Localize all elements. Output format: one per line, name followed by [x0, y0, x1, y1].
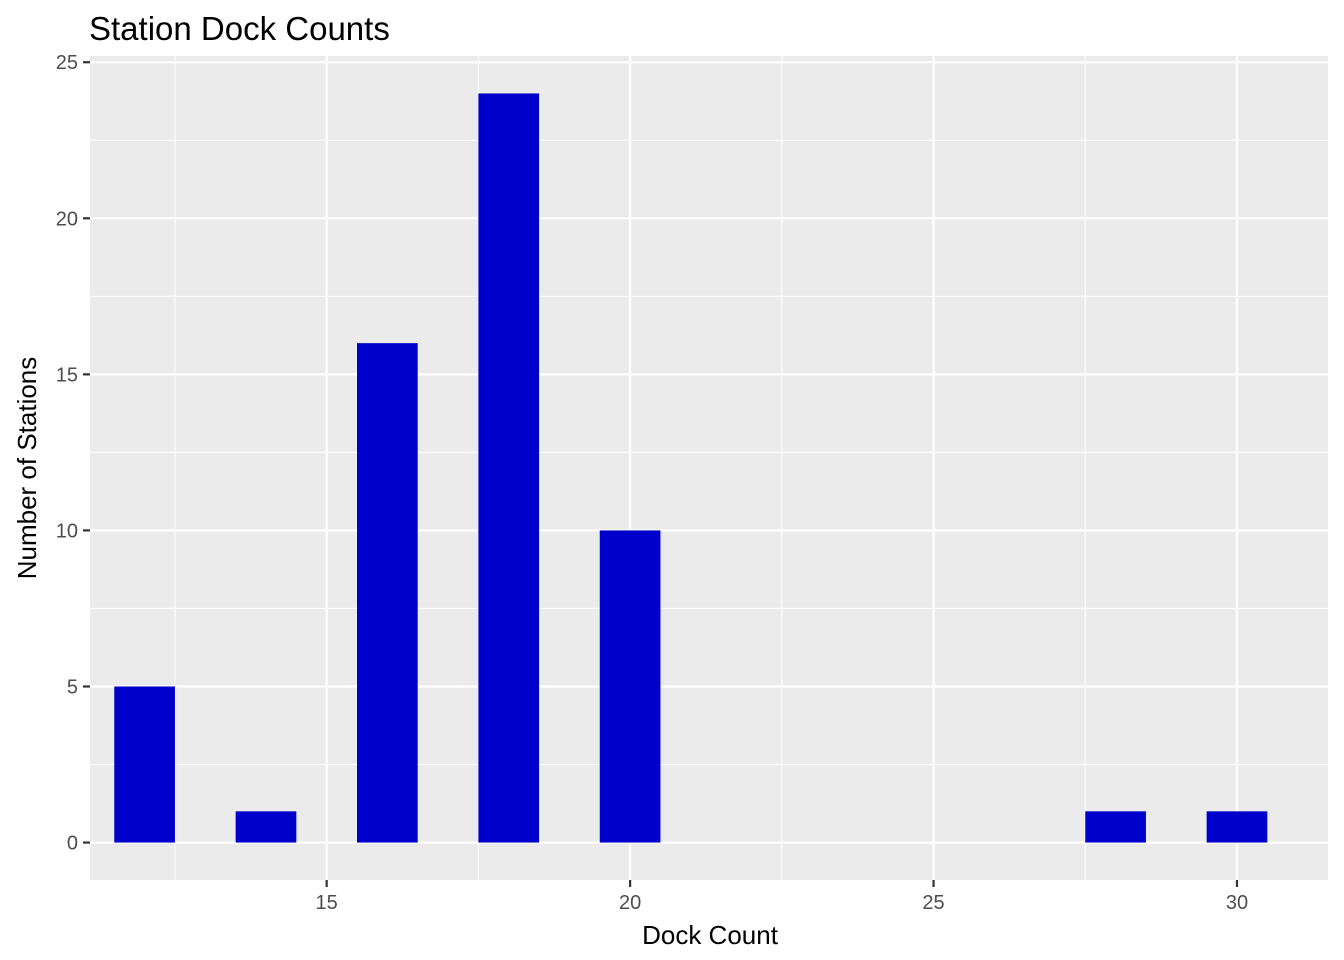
bar-14 [235, 811, 297, 843]
y-axis: 0 5 10 15 20 25 [56, 52, 90, 855]
y-tick-label: 20 [56, 208, 78, 230]
x-tick-label: 30 [1226, 892, 1248, 914]
x-axis: 15 20 25 30 [316, 880, 1248, 914]
bar-16 [357, 343, 418, 843]
bar-12 [114, 686, 175, 843]
y-tick-label: 5 [67, 676, 78, 698]
y-axis-label: Number of Stations [12, 357, 42, 580]
y-tick-label: 10 [56, 520, 78, 542]
x-tick-label: 20 [619, 892, 641, 914]
y-tick-label: 0 [67, 833, 78, 855]
chart-title: Station Dock Counts [89, 10, 390, 47]
bar-28 [1085, 811, 1146, 843]
bar-30 [1206, 811, 1268, 843]
x-tick-label: 25 [922, 892, 944, 914]
plot-panel [90, 56, 1328, 880]
x-tick-label: 15 [316, 892, 338, 914]
bar-20 [599, 530, 661, 843]
x-axis-label: Dock Count [642, 920, 779, 950]
bars [114, 93, 1268, 843]
y-tick-label: 15 [56, 364, 78, 386]
grid-major-lines [90, 56, 1328, 880]
bar-18 [478, 93, 540, 843]
y-tick-label: 25 [56, 52, 78, 74]
